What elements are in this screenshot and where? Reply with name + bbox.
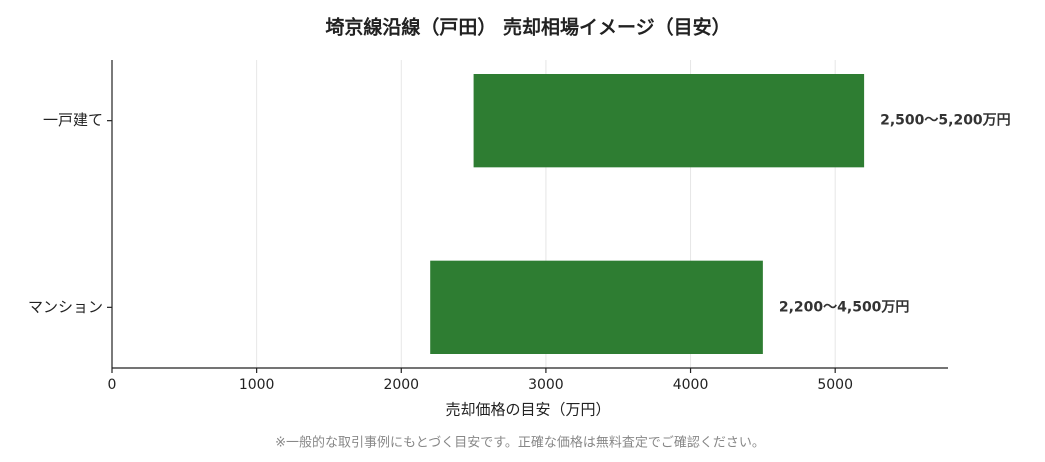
- y-tick-label: 一戸建て: [43, 111, 103, 129]
- x-tick-label: 3000: [528, 377, 564, 393]
- value-label: 2,500～5,200万円: [880, 113, 1011, 129]
- x-tick-label: 0: [108, 377, 117, 393]
- x-tick-label: 5000: [817, 377, 853, 393]
- x-axis-label: 売却価格の目安（万円）: [445, 401, 610, 419]
- x-tick-label: 2000: [383, 377, 419, 393]
- footnote: ※一般的な取引事例にもとづく目安です。正確な価格は無料査定でご確認ください。: [275, 435, 765, 451]
- value-label: 2,200～4,500万円: [779, 299, 910, 315]
- chart-title: 埼京線沿線（戸田） 売却相場イメージ（目安）: [325, 16, 730, 39]
- bar: [430, 260, 763, 354]
- y-tick-label: マンション: [28, 298, 103, 316]
- x-tick-label: 4000: [673, 377, 709, 393]
- x-tick-label: 1000: [239, 377, 275, 393]
- bar: [473, 74, 865, 168]
